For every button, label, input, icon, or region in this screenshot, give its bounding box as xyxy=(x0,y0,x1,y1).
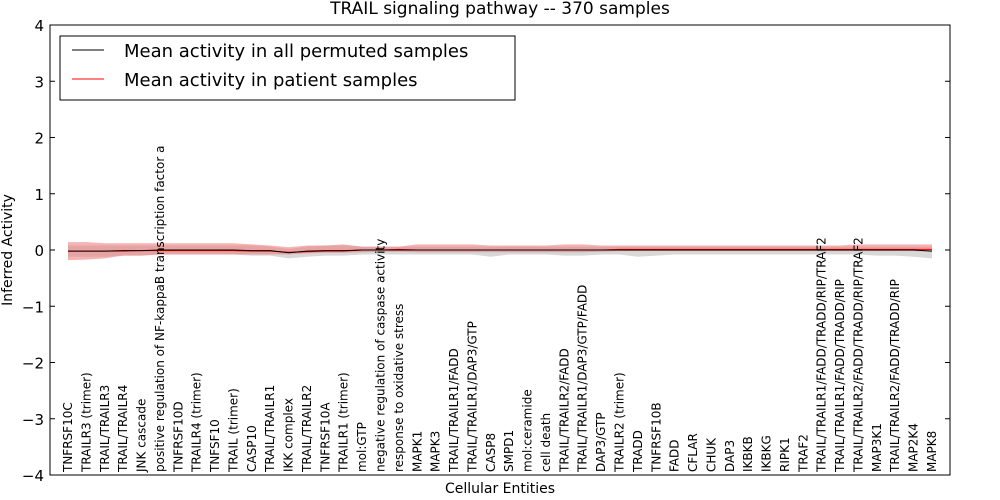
x-tick-label: TRAIL/TRAILR1/FADD/TRADD/RIP xyxy=(833,279,847,473)
x-tick-label: SMPD1 xyxy=(502,430,516,472)
x-tick-label: TRAIL/TRAILR2/FADD/TRADD/RIP/TRAF2 xyxy=(852,237,866,473)
x-tick-label: TRADD xyxy=(631,430,645,473)
x-tick-label: TNFRSF10A xyxy=(318,402,332,473)
x-tick-label: MAP2K4 xyxy=(907,423,921,472)
x-tick-label: TRAILR3 (trimer) xyxy=(79,372,93,473)
x-tick-label: TRAILR1 (trimer) xyxy=(337,372,351,473)
x-tick-label: FADD xyxy=(668,440,682,473)
x-tick-label: TNFRSF10D xyxy=(171,401,185,473)
x-tick-label: CFLAR xyxy=(686,433,700,472)
x-tick-label: TRAIL/TRAILR1/FADD/TRADD/RIP/TRAF2 xyxy=(815,237,829,473)
x-axis-label: Cellular Entities xyxy=(445,481,555,497)
x-tick-label: TNFRSF10C xyxy=(61,402,75,473)
x-tick-label: TRAIL/TRAILR1 xyxy=(263,385,277,473)
x-tick-label: IKBKB xyxy=(741,436,755,472)
x-tick-label: TNFSF10 xyxy=(208,419,222,473)
legend-label-patient: Mean activity in patient samples xyxy=(124,70,418,91)
x-tick-label: mol:GTP xyxy=(355,422,369,472)
chart-title: TRAIL signaling pathway -- 370 samples xyxy=(329,0,670,19)
legend-label-permuted: Mean activity in all permuted samples xyxy=(124,41,468,62)
x-tick-label: IKK complex xyxy=(282,398,296,472)
x-tick-label: TRAIL/TRAILR2/FADD/TRADD/RIP xyxy=(888,279,902,473)
y-axis-label: Inferred Activity xyxy=(0,194,16,306)
x-tick-label: TRAIL (trimer) xyxy=(226,388,240,473)
x-tick-label: response to oxidative stress xyxy=(392,304,406,472)
y-tick-label: −1 xyxy=(22,298,44,316)
legend-box xyxy=(59,35,516,101)
x-tick-label: negative regulation of caspase activity xyxy=(374,239,388,472)
x-tick-label: TRAILR4 (trimer) xyxy=(190,372,204,473)
x-tick-label: TRAIL/TRAILR2/FADD xyxy=(557,348,571,473)
x-tick-label: TRAIL/TRAILR4 xyxy=(116,385,130,473)
x-tick-label: TRAIL/TRAILR1/DAP3/GTP xyxy=(465,321,479,473)
y-tick-label: 0 xyxy=(34,242,44,260)
x-tick-label: MAPK8 xyxy=(925,431,939,472)
y-tick-label: −4 xyxy=(22,467,44,485)
x-tick-label: TRAIL/TRAILR2 xyxy=(300,385,314,473)
x-tick-labels: TNFRSF10C TRAILR3 (trimer) TRAIL/TRAILR3 TR… xyxy=(61,146,939,473)
y-tick-label: 3 xyxy=(34,73,44,91)
x-tick-label: TRAF2 xyxy=(796,434,810,473)
x-tick-label: JNK cascade xyxy=(135,399,149,473)
x-tick-label: cell death xyxy=(539,413,553,472)
x-tick-label: RIPK1 xyxy=(778,437,792,472)
x-tick-label: TRAILR2 (trimer) xyxy=(613,372,627,473)
x-tick-label: DAP3/GTP xyxy=(594,412,608,472)
x-tick-label: CASP8 xyxy=(484,433,498,472)
x-tick-label: mol:ceramide xyxy=(521,389,535,472)
x-tick-label: DAP3 xyxy=(723,440,737,472)
x-tick-label: positive regulation of NF-kappaB transcr… xyxy=(153,146,167,472)
y-tick-label: 4 xyxy=(34,17,44,35)
y-tick-label: 2 xyxy=(34,130,44,148)
x-tick-label: TRAIL/TRAILR1/FADD xyxy=(447,348,461,473)
x-tick-label: MAPK3 xyxy=(429,431,443,472)
x-tick-label: CASP10 xyxy=(245,425,259,472)
line-permuted xyxy=(68,249,933,254)
series-lines xyxy=(68,248,933,254)
y-tick-label: −2 xyxy=(22,355,44,373)
x-tick-label: CHUK xyxy=(704,437,718,472)
x-tick-label: MAPK1 xyxy=(410,431,424,472)
x-tick-label: TNFRSF10B xyxy=(649,402,663,473)
legend: Mean activity in all permuted samples Me… xyxy=(59,35,516,101)
x-tick-label: TRAIL/TRAILR3 xyxy=(98,385,112,473)
x-tick-label: TRAIL/TRAILR1/DAP3/GTP/FADD xyxy=(576,285,590,473)
confidence-bands xyxy=(68,242,932,261)
x-tick-label: IKBKG xyxy=(760,435,774,472)
x-tick-label: MAP3K1 xyxy=(870,423,884,472)
y-tick-label: 1 xyxy=(34,186,44,204)
y-axis-ticks: −4 −3 −2 −1 0 1 2 3 4 xyxy=(22,17,950,485)
plot-frame xyxy=(49,24,951,476)
band-patient xyxy=(68,242,932,261)
y-tick-label: −3 xyxy=(22,411,44,429)
